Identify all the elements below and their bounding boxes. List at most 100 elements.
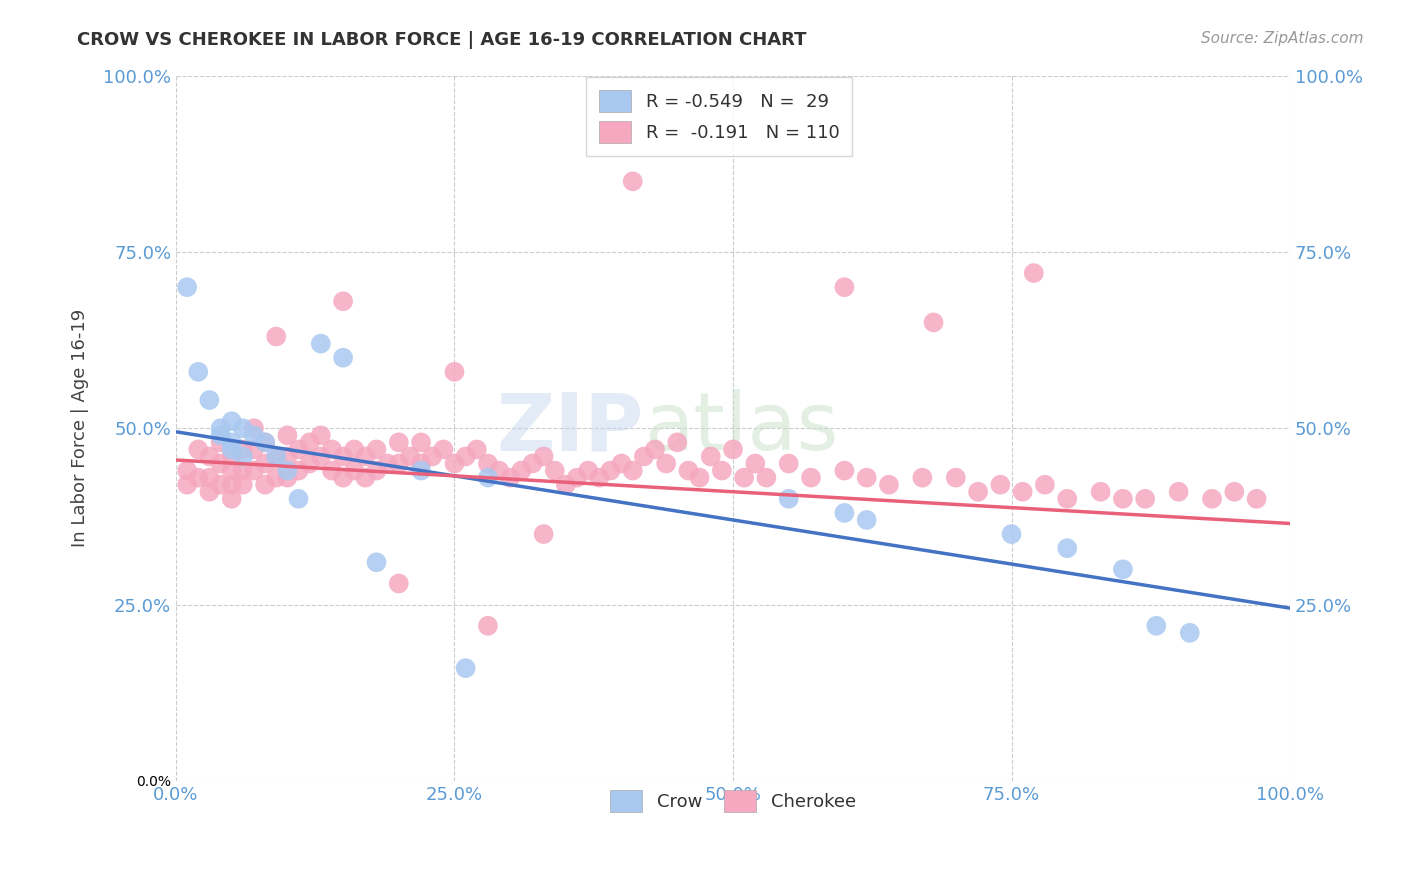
Point <box>264 450 287 464</box>
Point <box>465 442 488 457</box>
Point <box>744 457 766 471</box>
Point <box>221 435 243 450</box>
Point <box>1167 484 1189 499</box>
Point <box>666 435 689 450</box>
Point <box>321 442 343 457</box>
Point <box>221 414 243 428</box>
Point <box>287 464 309 478</box>
Point <box>287 491 309 506</box>
Point <box>477 457 499 471</box>
Point <box>243 428 266 442</box>
Point <box>1000 527 1022 541</box>
Point <box>377 457 399 471</box>
Point <box>911 470 934 484</box>
Point <box>366 555 388 569</box>
Point <box>209 421 232 435</box>
Point <box>287 442 309 457</box>
Point <box>477 470 499 484</box>
Point <box>990 477 1012 491</box>
Point <box>621 174 644 188</box>
Point <box>834 464 856 478</box>
Point <box>198 450 221 464</box>
Point <box>877 477 900 491</box>
Point <box>800 470 823 484</box>
Point <box>366 464 388 478</box>
Point <box>388 457 411 471</box>
Point <box>264 450 287 464</box>
Point <box>276 470 298 484</box>
Point <box>254 435 277 450</box>
Point <box>243 421 266 435</box>
Point <box>1135 491 1157 506</box>
Point <box>1090 484 1112 499</box>
Point <box>254 457 277 471</box>
Point <box>232 450 254 464</box>
Point <box>488 464 510 478</box>
Point <box>1112 491 1135 506</box>
Point <box>855 513 877 527</box>
Point <box>232 464 254 478</box>
Point <box>332 294 354 309</box>
Point <box>243 442 266 457</box>
Point <box>198 484 221 499</box>
Point <box>232 477 254 491</box>
Point <box>1246 491 1268 506</box>
Text: Source: ZipAtlas.com: Source: ZipAtlas.com <box>1201 31 1364 46</box>
Point <box>176 280 198 294</box>
Point <box>644 442 666 457</box>
Point <box>554 477 576 491</box>
Text: CROW VS CHEROKEE IN LABOR FORCE | AGE 16-19 CORRELATION CHART: CROW VS CHEROKEE IN LABOR FORCE | AGE 16… <box>77 31 807 49</box>
Text: ZIP: ZIP <box>496 389 644 467</box>
Point <box>298 457 321 471</box>
Point <box>354 450 377 464</box>
Point <box>232 442 254 457</box>
Point <box>264 329 287 343</box>
Point <box>544 464 567 478</box>
Point <box>388 435 411 450</box>
Point <box>855 470 877 484</box>
Point <box>187 442 209 457</box>
Point <box>755 470 778 484</box>
Point <box>366 442 388 457</box>
Point <box>332 450 354 464</box>
Point <box>533 527 555 541</box>
Point <box>276 450 298 464</box>
Point <box>721 442 744 457</box>
Point <box>264 470 287 484</box>
Point <box>510 464 533 478</box>
Point <box>733 470 755 484</box>
Point <box>409 435 432 450</box>
Point <box>198 470 221 484</box>
Point <box>699 450 721 464</box>
Point <box>565 470 588 484</box>
Point <box>1112 562 1135 576</box>
Point <box>209 435 232 450</box>
Point <box>409 464 432 478</box>
Point <box>1201 491 1223 506</box>
Point <box>533 450 555 464</box>
Point <box>354 470 377 484</box>
Point <box>232 421 254 435</box>
Point <box>499 470 522 484</box>
Point <box>221 450 243 464</box>
Point <box>1223 484 1246 499</box>
Point <box>276 428 298 442</box>
Point <box>332 470 354 484</box>
Point <box>243 464 266 478</box>
Point <box>176 464 198 478</box>
Point <box>588 470 610 484</box>
Point <box>254 477 277 491</box>
Point <box>420 450 443 464</box>
Point <box>599 464 621 478</box>
Point <box>778 491 800 506</box>
Point <box>778 457 800 471</box>
Point <box>176 477 198 491</box>
Point <box>454 450 477 464</box>
Point <box>443 365 465 379</box>
Point <box>187 470 209 484</box>
Point <box>922 315 945 329</box>
Point <box>198 392 221 407</box>
Point <box>1056 541 1078 556</box>
Point <box>221 491 243 506</box>
Point <box>221 464 243 478</box>
